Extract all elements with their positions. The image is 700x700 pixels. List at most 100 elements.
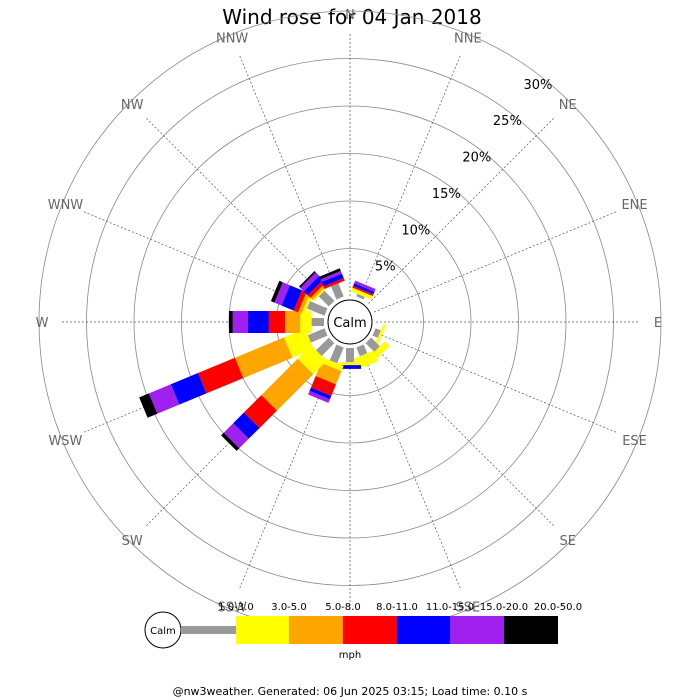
bar-s-3.0-5.0 [339,362,361,366]
bar-wsw-5.0-8.0 [234,337,293,379]
bar-nne-1.0-3.0 [356,293,365,300]
direction-label-se: SE [560,534,576,549]
direction-spokes [60,32,640,612]
direction-label-ssw: SSW [217,601,247,616]
legend-swatch-15.0-20.0 [450,616,504,644]
bar-ese-1.0-3.0 [372,328,381,338]
bar-s-1.0-3.0 [346,348,354,363]
legend-swatch-3.0-5.0 [236,616,289,644]
direction-label-wsw: WSW [48,434,82,449]
bar-sw-15.0-20.0 [223,423,249,449]
bar-nne-15.0-20.0 [354,280,376,292]
bar-w-1.0-3.0 [311,318,324,326]
legend-label-3.0-5.0: 3.0-5.0 [271,602,306,613]
bar-wsw-11.0-15.0 [170,373,207,405]
bar-nnw-20.0-50.0 [319,268,341,280]
bar-w-11.0-15.0 [248,311,269,333]
direction-label-sw: SW [122,534,143,549]
bar-ssw-8.0-11.0 [311,376,336,396]
bar-wsw-1.0-3.0 [307,328,328,343]
bar-ssw-3.0-5.0 [321,357,344,372]
percent-labels: 5% 10% 15% 20% 25% 30% [375,78,552,275]
bar-sw-8.0-11.0 [243,395,277,429]
direction-label-ese: ESE [622,434,647,449]
bar-ssw-11.0-15.0 [309,387,332,400]
bar-se-1.0-3.0 [365,337,380,352]
bar-nnw-1.0-3.0 [330,283,344,300]
legend-swatch-8.0-11.0 [343,616,397,644]
bar-nnw-15.0-20.0 [320,270,342,282]
percent-label: 20% [462,151,491,166]
bar-sw-5.0-8.0 [261,358,314,411]
spoke-ne [368,116,556,304]
legend-label-8.0-11.0: 8.0-11.0 [376,602,418,613]
legend-unit: mph [339,650,361,661]
legend-swatch-20.0-50.0 [504,616,558,644]
bar-w-15.0-20.0 [232,311,248,333]
spoke-nnw [238,53,341,299]
bar-ssw-15.0-20.0 [308,391,330,403]
bar-nne-8.0-11.0 [352,285,374,296]
spoke-ese [373,331,619,434]
grid-ring [181,153,519,491]
wind-bars [139,268,390,451]
bar-sw-11.0-15.0 [233,412,260,439]
bar-nnw-11.0-15.0 [321,273,344,287]
bar-wnw-20.0-50.0 [270,280,283,303]
calm-center: Calm [327,299,373,345]
spoke-sse [359,345,462,591]
bar-nw-15.0-20.0 [300,272,320,292]
legend-label-1.0-3.0: 1.0-3.0 [218,602,253,613]
bar-nne-11.0-15.0 [353,283,375,295]
bar-wnw-1.0-3.0 [306,301,328,316]
bar-w-5.0-8.0 [285,311,301,333]
legend-swatch-1.0-3.0 [181,626,236,634]
bar-ssw-5.0-8.0 [315,362,342,385]
legend: Calm 1.0-3.0 3.0-5.0 5.0-8.0 8.0-11.0 11.0-1… [144,602,582,661]
direction-label-e: E [654,316,662,331]
legend-swatch-11.0-15.0 [397,616,450,644]
percent-label: 15% [432,187,461,202]
spoke-ene [373,210,619,313]
direction-label-nne: NNE [454,31,482,46]
bar-nnw-8.0-11.0 [323,278,345,289]
bar-sw-20.0-50.0 [221,432,240,451]
direction-label-nw: NW [121,98,144,113]
percent-label: 25% [493,114,522,129]
legend-label-20.0-50.0: 20.0-50.0 [534,602,582,613]
bar-wsw-20.0-50.0 [139,393,158,418]
bar-wnw-11.0-15.0 [281,285,303,311]
direction-label-sse: SSE [456,601,481,616]
bar-wnw-15.0-20.0 [274,282,290,306]
spoke-nw [144,116,332,304]
direction-label-ne: NE [559,98,577,113]
spoke-nne [359,53,462,299]
bar-w-20.0-50.0 [229,311,233,333]
percent-label: 5% [375,260,396,275]
direction-labels: NNNENEENEEESESESSESSSWSWWSWWWNWNWNNW [36,8,663,639]
chart-title: Wind rose for 04 Jan 2018 [222,5,481,29]
legend-label-15.0-20.0: 15.0-20.0 [480,602,528,613]
bar-w-8.0-11.0 [268,311,286,333]
bar-nw-20.0-50.0 [299,271,316,288]
direction-label-nnw: NNW [216,31,248,46]
bar-w-3.0-5.0 [300,311,312,333]
bar-wnw-5.0-8.0 [298,292,310,314]
bar-wnw-3.0-5.0 [301,293,313,315]
percent-label: 30% [523,78,552,93]
bar-nw-1.0-3.0 [318,290,335,307]
calm-label: Calm [333,316,366,331]
bar-s-11.0-15.0 [339,365,361,369]
spoke-se [368,340,556,528]
legend-calm-label: Calm [150,626,176,637]
bar-sw-1.0-3.0 [316,337,335,356]
legend-swatch-5.0-8.0 [289,616,343,644]
bar-wnw-8.0-11.0 [293,290,307,313]
bar-sw-3.0-5.0 [297,345,327,375]
bar-nw-11.0-15.0 [303,275,324,296]
direction-label-n: N [345,8,355,23]
footer-text: @nw3weather. Generated: 06 Jun 2025 03:1… [173,685,528,698]
direction-label-wnw: WNW [48,198,84,213]
direction-label-w: W [36,316,49,331]
bar-ssw-1.0-3.0 [329,344,344,364]
